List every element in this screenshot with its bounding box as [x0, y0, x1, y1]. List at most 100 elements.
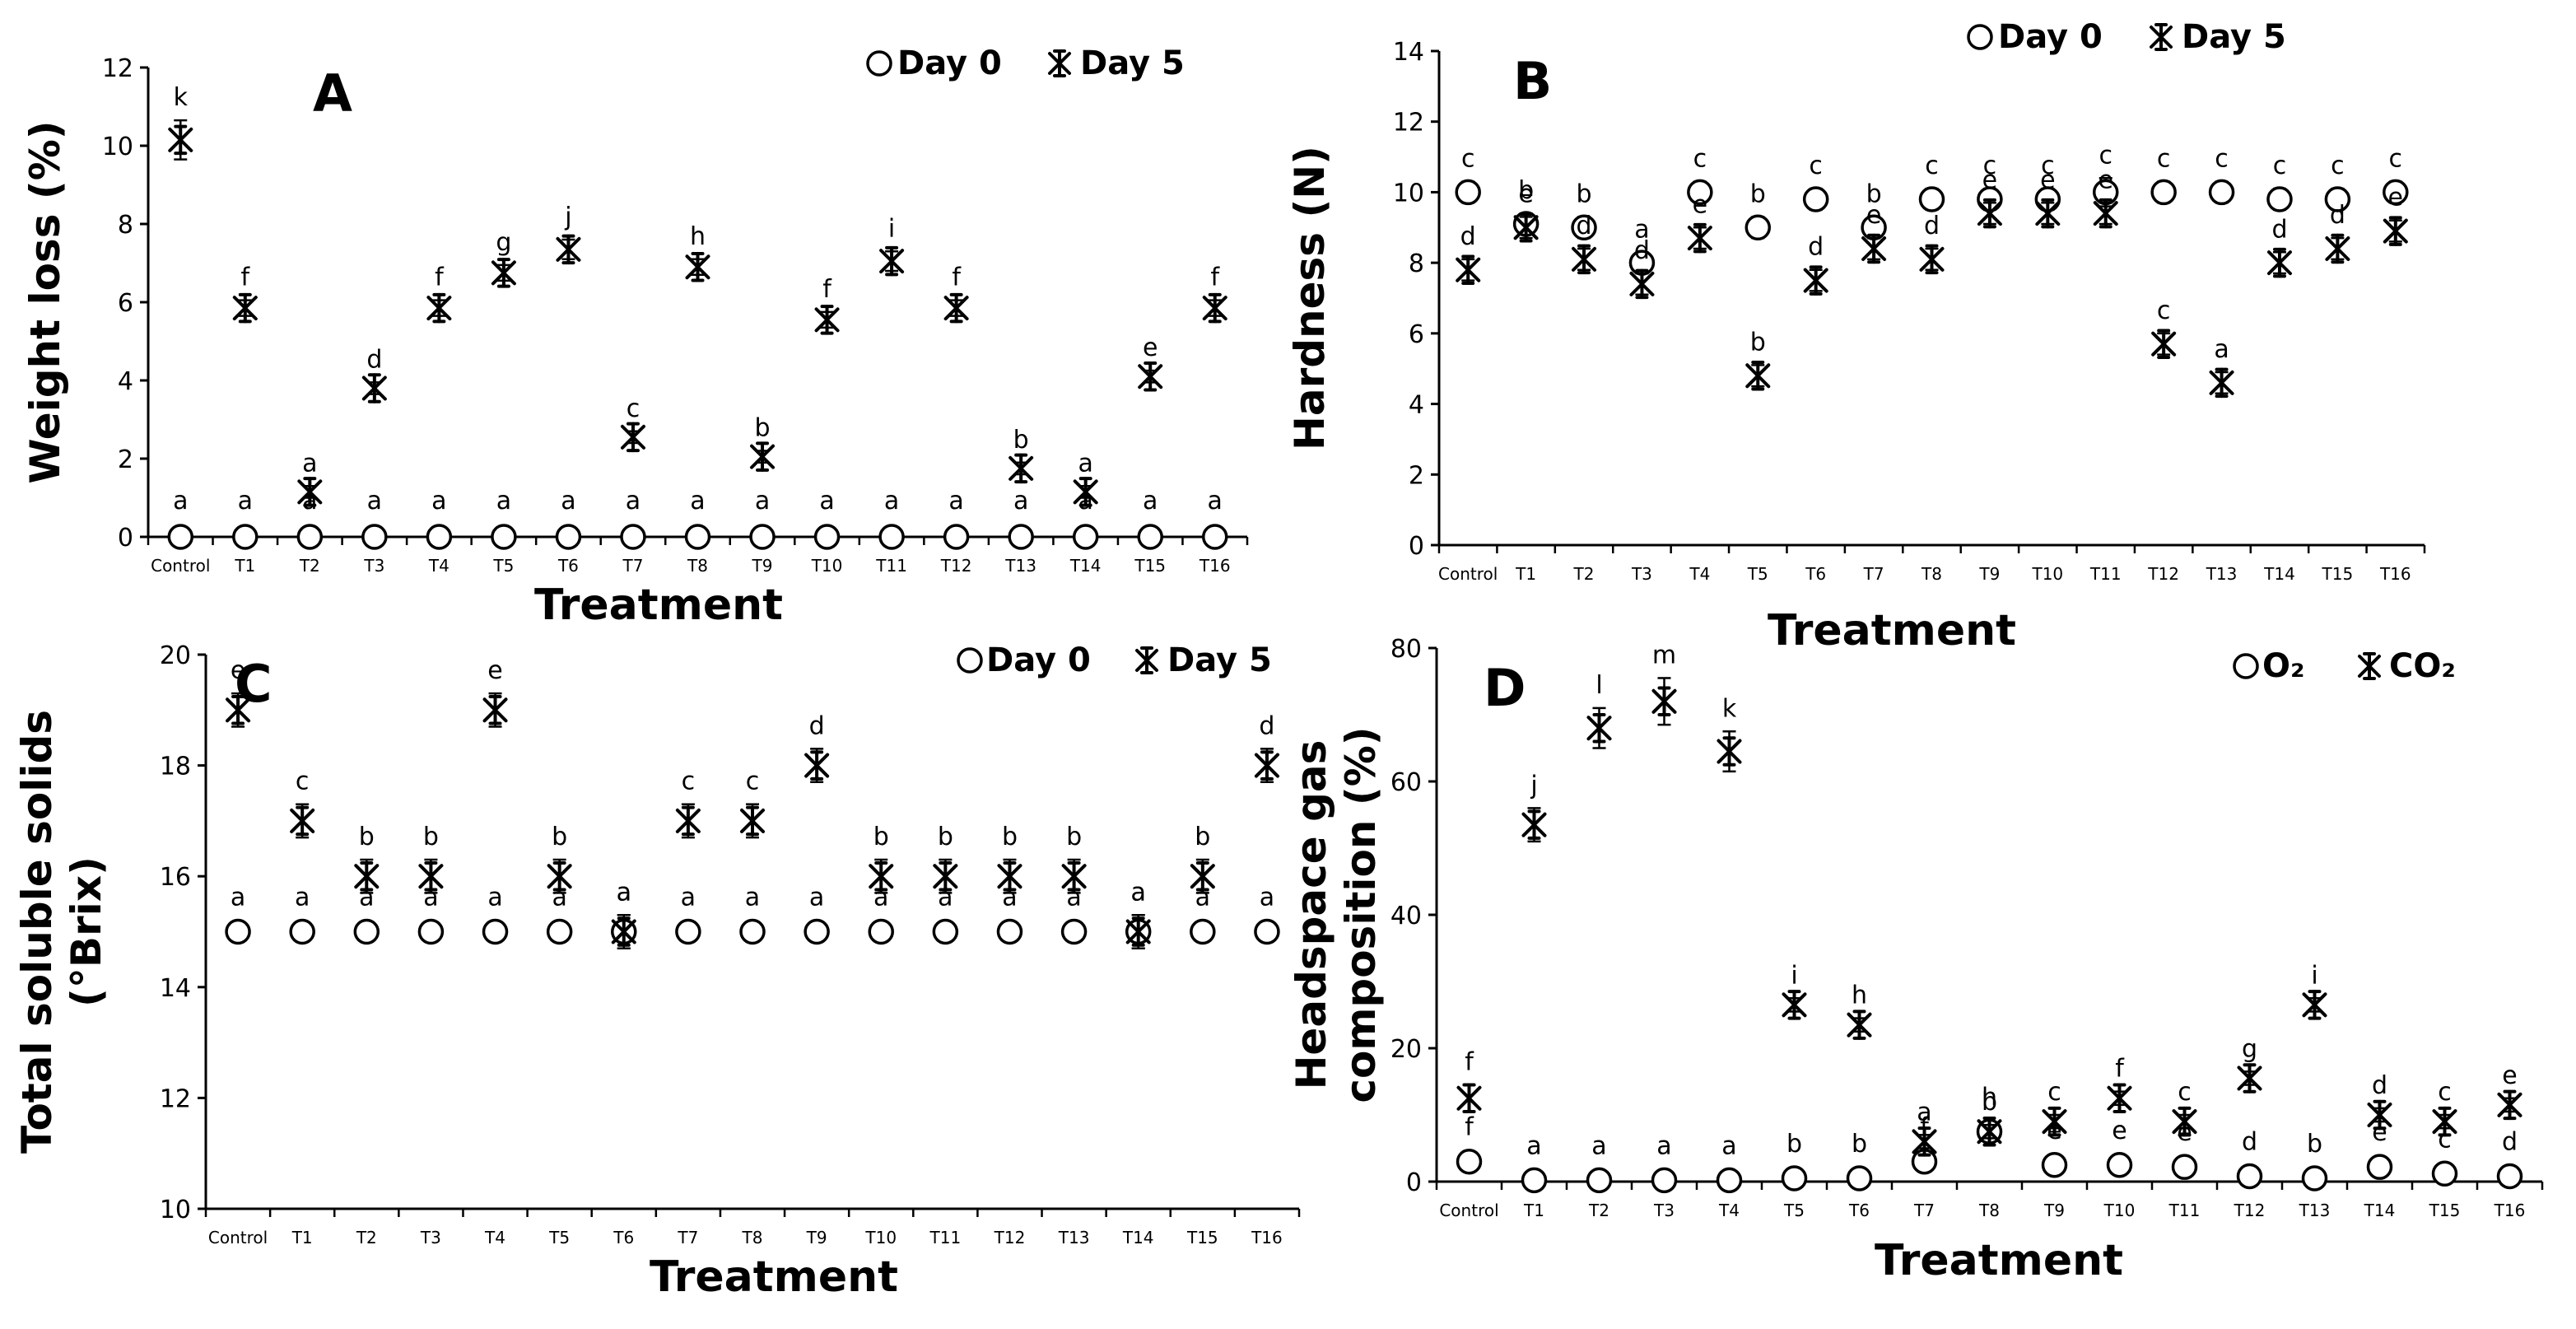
significance-letter: c	[2215, 145, 2229, 174]
data-point-circle	[1586, 1167, 1613, 1194]
significance-letter: b	[1002, 823, 1018, 851]
legend-label: Day 5	[2182, 18, 2286, 56]
x-tick-label: T4	[1718, 1201, 1740, 1220]
data-point-circle	[353, 918, 380, 945]
data-point-star	[997, 860, 1022, 892]
data-point-circle	[739, 918, 766, 945]
significance-letter: a	[1721, 1131, 1736, 1160]
x-tick-label: T6	[613, 1228, 634, 1247]
legend-label: Day 0	[986, 641, 1091, 679]
data-point-star	[943, 292, 969, 324]
significance-letter: b	[1750, 328, 1766, 357]
significance-letter: d	[2242, 1128, 2257, 1157]
significance-letter: c	[1809, 152, 1823, 180]
data-point-circle	[1072, 524, 1099, 550]
significance-letter: c	[1461, 145, 1475, 174]
data-point-star	[2367, 1099, 2392, 1131]
x-tick-label: T5	[492, 556, 514, 576]
significance-letter: c	[2099, 141, 2113, 170]
data-point-circle	[1060, 918, 1088, 945]
y-tick-label: 8	[1409, 249, 1424, 278]
significance-letter: a	[1143, 487, 1158, 515]
data-point-circle	[2301, 1165, 2328, 1191]
data-point-star	[804, 750, 830, 781]
data-point-circle	[1521, 1167, 1548, 1194]
significance-letter: f	[435, 263, 445, 292]
x-tick-label: T11	[929, 1228, 962, 1247]
data-point-star	[168, 124, 193, 156]
y-tick-label: 10	[1393, 179, 1424, 208]
y-axis-label: Weight loss (%)	[21, 120, 69, 483]
significance-letter: f	[2115, 1055, 2125, 1084]
significance-letter: a	[173, 487, 188, 515]
data-point-circle	[1781, 1165, 1808, 1191]
data-point-star	[1687, 222, 1712, 254]
significance-letter: c	[296, 767, 310, 796]
x-tick-label: T12	[2234, 1201, 2266, 1220]
data-point-circle	[1254, 918, 1280, 945]
significance-letter: b	[1518, 176, 1534, 205]
significance-letter: f	[822, 275, 832, 304]
data-point-circle	[1137, 524, 1163, 550]
data-point-circle	[620, 524, 646, 550]
data-point-circle	[2150, 179, 2177, 206]
significance-letter: b	[359, 823, 375, 851]
significance-letter: d	[2271, 215, 2287, 244]
significance-letter: j	[1530, 771, 1537, 800]
significance-letter: m	[1652, 641, 1676, 669]
data-point-star	[2497, 1089, 2522, 1121]
significance-letter: c	[682, 767, 696, 796]
panel-label: A	[313, 63, 352, 124]
data-point-star	[1977, 198, 2002, 229]
x-tick-label: T3	[1631, 564, 1652, 584]
significance-letter: a	[690, 487, 705, 515]
data-point-star	[1782, 990, 1807, 1020]
significance-letter: d	[1460, 222, 1476, 251]
x-tick-label: T3	[420, 1228, 441, 1247]
x-tick-label: Control	[208, 1228, 268, 1247]
x-axis-label: Treatment	[534, 581, 783, 630]
significance-letter: a	[1131, 878, 1146, 907]
significance-letter: a	[1634, 215, 1649, 244]
data-point-star	[1847, 1010, 1872, 1040]
data-point-star	[1138, 361, 1163, 392]
y-tick-label: 0	[118, 524, 133, 553]
data-point-star	[1919, 244, 1945, 275]
data-point-star	[933, 860, 958, 892]
data-point-circle	[1716, 1167, 1743, 1194]
data-point-star	[232, 292, 258, 324]
legend-marker-star	[1135, 646, 1158, 674]
significance-letter: l	[1595, 671, 1602, 700]
x-tick-label: T1	[234, 556, 255, 576]
data-point-star	[418, 860, 444, 892]
significance-letter: a	[1591, 1131, 1606, 1160]
data-point-circle	[2041, 1152, 2068, 1178]
data-point-circle	[426, 524, 453, 550]
legend-marker-circle	[2233, 653, 2259, 679]
x-tick-label: T1	[1515, 564, 1536, 584]
significance-letter: b	[1982, 1088, 1997, 1117]
chart-panel-a: 0 2 4 6 8 10 12 Control T1 T2 T3 T4 T5 T6 T7 T8 T9 T10 T11…	[21, 44, 1249, 630]
significance-letter: b	[423, 823, 439, 851]
significance-letter: h	[1852, 982, 1867, 1010]
significance-letter: a	[496, 487, 511, 515]
data-point-circle	[2324, 186, 2351, 212]
data-point-circle	[361, 524, 388, 550]
data-point-star	[297, 477, 323, 507]
x-tick-label: T11	[2089, 564, 2122, 584]
data-point-star	[2172, 1106, 2197, 1137]
data-point-circle	[684, 524, 711, 550]
data-point-star	[2266, 247, 2292, 278]
data-point-star	[2042, 1106, 2067, 1137]
significance-letter: g	[496, 228, 511, 257]
significance-letter: c	[2157, 145, 2171, 174]
significance-letter: c	[2178, 1078, 2192, 1107]
significance-letter: c	[1925, 152, 1939, 180]
data-point-star	[1717, 736, 1742, 767]
x-tick-label: T13	[1004, 556, 1036, 576]
panel-label: D	[1484, 658, 1526, 718]
data-point-star	[1202, 292, 1227, 324]
x-tick-label: T8	[687, 556, 708, 576]
data-point-circle	[491, 524, 517, 550]
